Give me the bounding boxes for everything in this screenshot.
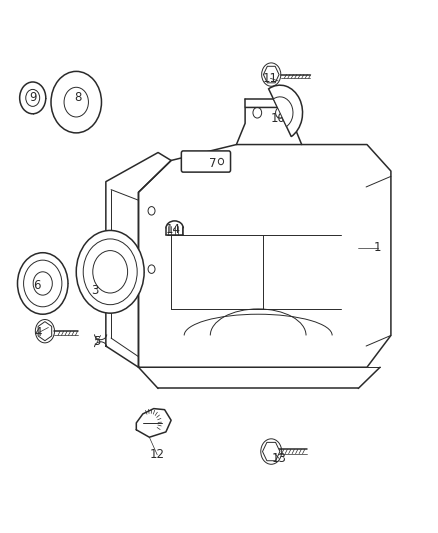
- Text: 5: 5: [93, 335, 101, 348]
- Text: 10: 10: [270, 111, 285, 125]
- FancyBboxPatch shape: [181, 151, 230, 172]
- Wedge shape: [268, 85, 303, 136]
- Polygon shape: [38, 321, 52, 341]
- Circle shape: [76, 230, 144, 313]
- Text: 3: 3: [91, 284, 99, 297]
- Text: 4: 4: [35, 326, 42, 340]
- Text: 1: 1: [374, 241, 381, 254]
- Text: 12: 12: [150, 448, 165, 461]
- Text: 14: 14: [166, 223, 181, 236]
- Polygon shape: [263, 66, 279, 83]
- Wedge shape: [273, 97, 293, 126]
- Text: 9: 9: [29, 91, 36, 104]
- Circle shape: [20, 82, 46, 114]
- Text: 6: 6: [33, 279, 41, 292]
- Text: 8: 8: [74, 91, 81, 104]
- Circle shape: [51, 71, 102, 133]
- Circle shape: [276, 108, 284, 118]
- Circle shape: [18, 253, 68, 314]
- Polygon shape: [262, 442, 280, 461]
- Text: 11: 11: [263, 72, 278, 85]
- Text: 7: 7: [209, 157, 216, 169]
- Text: 13: 13: [272, 452, 286, 465]
